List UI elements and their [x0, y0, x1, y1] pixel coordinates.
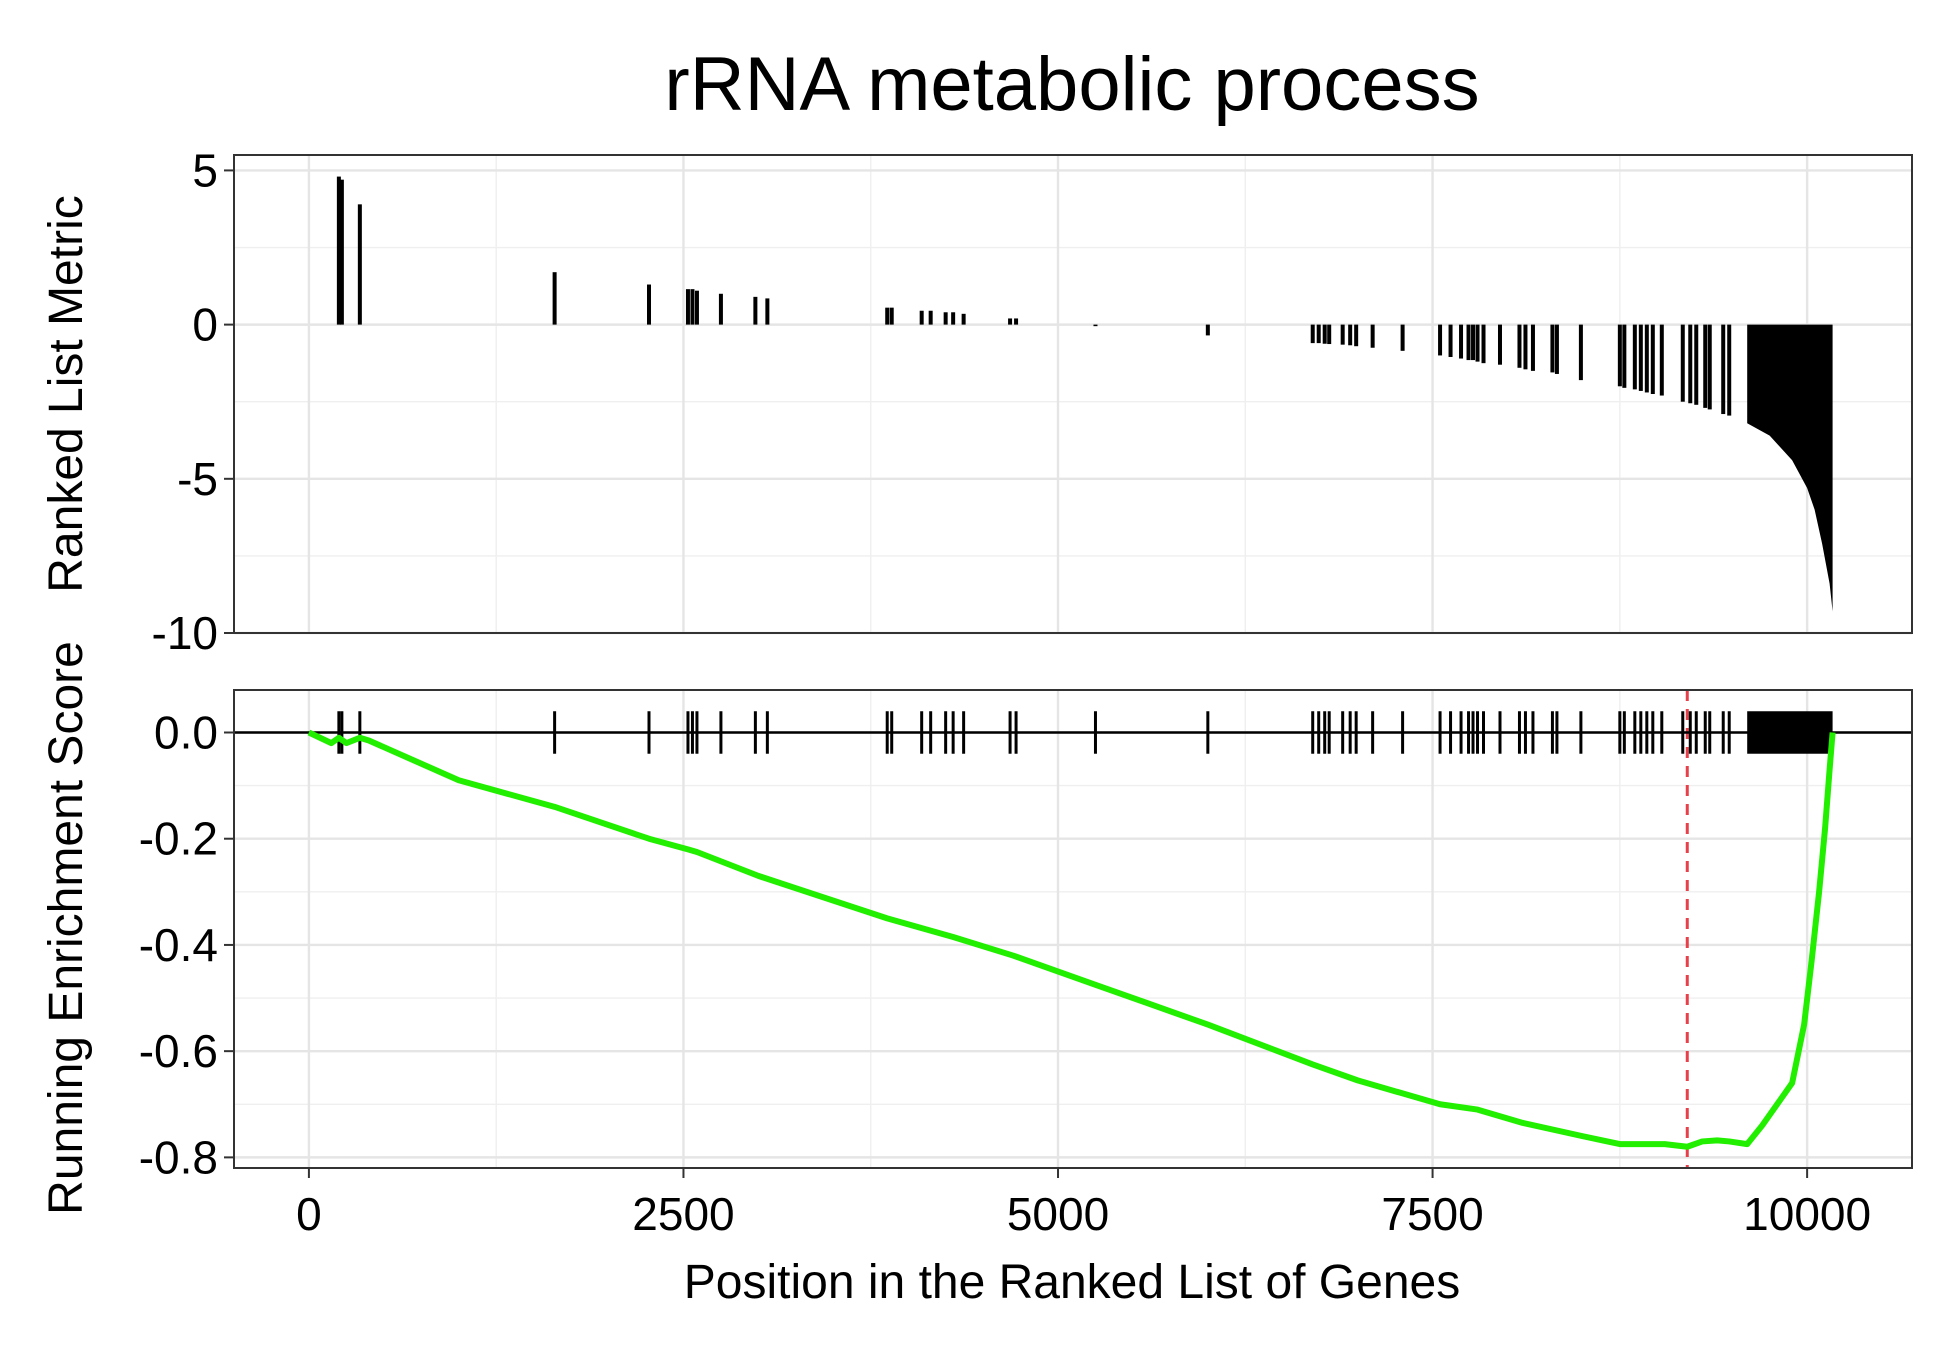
- bottom-x-tick-label: 10000: [1743, 1188, 1871, 1240]
- bottom-panel-border: [233, 689, 1913, 1169]
- gene-hit-dense-region: [1747, 711, 1833, 754]
- x-axis-title: Position in the Ranked List of Genes: [684, 1256, 1460, 1309]
- metric-bar: [552, 272, 557, 325]
- metric-bar: [1370, 324, 1375, 348]
- metric-bar: [1093, 324, 1098, 327]
- metric-bar: [685, 289, 690, 325]
- metric-bar: [1578, 324, 1583, 381]
- metric-bar: [339, 179, 344, 325]
- bottom-x-tick-label: 7500: [1381, 1188, 1483, 1240]
- running-enrichment-line: [307, 729, 1836, 1150]
- metric-bar: [928, 310, 933, 325]
- metric-bar: [1008, 318, 1013, 325]
- bottom-y-tick-label: -0.8: [139, 1131, 218, 1183]
- metric-bar: [1475, 324, 1480, 362]
- metric-bar: [1617, 324, 1622, 387]
- top-y-tick-label: -10: [152, 607, 218, 659]
- gene-hit-marks: [337, 711, 1833, 754]
- metric-bar: [1694, 324, 1699, 405]
- bottom-y-tick-label: -0.4: [139, 919, 218, 971]
- metric-bar: [1622, 324, 1627, 388]
- top-y-tick-label: 0: [192, 299, 218, 351]
- bottom-grid: [234, 690, 1912, 1168]
- metric-bar: [1466, 324, 1471, 361]
- metric-bar: [943, 312, 948, 325]
- top-y-ticks: 5 0 -5 -10: [152, 144, 234, 659]
- metric-bar: [885, 307, 890, 325]
- metric-bar: [1459, 324, 1464, 359]
- metric-bar: [336, 176, 341, 325]
- y-axis-title-bottom: Running Enrichment Score: [40, 641, 93, 1215]
- metric-bar: [1205, 324, 1210, 336]
- metric-bar: [718, 293, 723, 325]
- metric-bar: [1497, 324, 1502, 365]
- metric-bar: [1688, 324, 1693, 404]
- chart-title: rRNA metabolic process: [664, 42, 1479, 127]
- metric-bar: [1400, 324, 1405, 351]
- metric-bar: [1517, 324, 1522, 368]
- top-grid: [234, 155, 1912, 635]
- metric-bar: [1310, 324, 1315, 344]
- metric-bar: [357, 204, 362, 325]
- metric-bar: [1348, 324, 1353, 346]
- metric-bar: [690, 289, 695, 325]
- metric-bar: [1659, 324, 1664, 396]
- metric-bar: [1471, 324, 1476, 361]
- top-panel: 5 0 -5 -10: [152, 144, 1913, 659]
- metric-bar: [1644, 324, 1649, 393]
- y-axis-title-top: Ranked List Metric: [40, 195, 93, 592]
- metric-bar: [1327, 324, 1332, 345]
- metric-bar: [1638, 324, 1643, 391]
- metric-bar: [1680, 324, 1685, 402]
- bottom-x-tick-label: 2500: [632, 1188, 734, 1240]
- metric-bar: [1530, 324, 1535, 371]
- metric-bar: [1316, 324, 1321, 344]
- bottom-x-tick-label: 0: [296, 1188, 322, 1240]
- metric-bar: [1448, 324, 1453, 357]
- metric-bar: [1340, 324, 1345, 345]
- metric-bar: [694, 290, 699, 325]
- metric-bar: [1550, 324, 1555, 373]
- metric-bar: [961, 313, 966, 325]
- metric-bar: [951, 312, 956, 325]
- metric-bar: [1632, 324, 1637, 390]
- metric-bar: [647, 284, 652, 325]
- metric-bar: [1354, 324, 1359, 347]
- bottom-y-tick-label: -0.2: [139, 813, 218, 865]
- metric-bar: [1554, 324, 1559, 374]
- ranked-metric-bars: [336, 176, 1833, 612]
- metric-bar: [1481, 324, 1486, 364]
- metric-bar: [1322, 324, 1327, 344]
- bottom-y-ticks: 0.0 -0.2 -0.4 -0.6 -0.8: [139, 706, 234, 1183]
- metric-bar: [1727, 324, 1732, 416]
- metric-bar: [753, 296, 758, 325]
- metric-bar: [1703, 324, 1708, 408]
- metric-bar: [889, 307, 894, 325]
- top-panel-border: [233, 154, 1913, 634]
- metric-bar: [1721, 324, 1726, 415]
- metric-bar-dense-region: [1747, 324, 1833, 612]
- metric-bar: [1650, 324, 1655, 394]
- metric-bar: [1438, 324, 1443, 356]
- metric-bar: [1707, 324, 1712, 410]
- top-y-tick-label: -5: [177, 453, 218, 505]
- bottom-panel: 0.0 -0.2 -0.4 -0.6 -0.8 0 2500 5000 7500 10000: [139, 689, 1913, 1240]
- bottom-y-tick-label: -0.6: [139, 1025, 218, 1077]
- metric-bar: [919, 310, 924, 325]
- top-y-tick-label: 5: [192, 144, 218, 196]
- metric-bar: [765, 298, 770, 325]
- bottom-y-tick-label: 0.0: [154, 706, 218, 758]
- bottom-x-tick-label: 5000: [1007, 1188, 1109, 1240]
- bottom-x-ticks: 0 2500 5000 7500 10000: [296, 1168, 1871, 1240]
- metric-bar: [1014, 318, 1019, 325]
- metric-bar: [1523, 324, 1528, 370]
